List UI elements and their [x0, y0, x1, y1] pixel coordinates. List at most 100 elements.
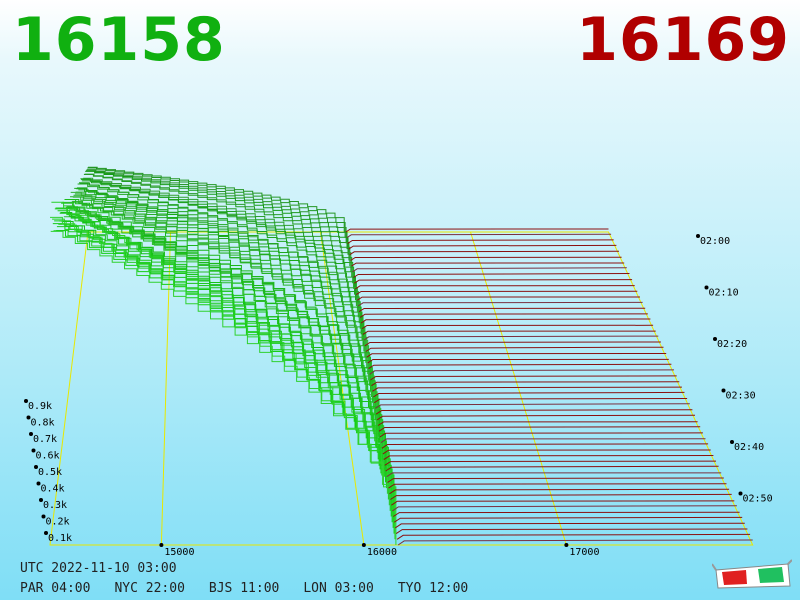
ask-slice-22 — [376, 414, 696, 421]
y-tick-label-2: 0.3k — [43, 500, 67, 511]
ask-slice-43 — [356, 296, 641, 301]
y-tick-mark-1 — [41, 514, 46, 519]
bid-slice-36 — [74, 193, 363, 341]
ask-slice-29 — [370, 375, 677, 381]
time-tick-label-5: 02:50 — [743, 494, 773, 505]
bid-slice-42 — [79, 182, 357, 306]
ask-slice-38 — [361, 324, 654, 330]
bid-slice-18 — [62, 201, 380, 443]
y-tick-mark-5 — [31, 448, 36, 453]
bid-slice-27 — [68, 207, 371, 392]
3d-glasses-icon[interactable] — [712, 556, 792, 596]
y-tick-mark-6 — [29, 432, 33, 436]
world-clock-1: NYC 22:00 — [114, 581, 185, 596]
y-tick-mark-2 — [39, 498, 43, 502]
ask-slice-10 — [388, 483, 727, 489]
ask-slice-48 — [352, 267, 627, 273]
ask-series — [345, 228, 753, 546]
ask-slice-39 — [360, 318, 651, 324]
bid-slice-16 — [61, 202, 382, 454]
bid-slice-47 — [82, 179, 353, 278]
ask-slice-51 — [349, 250, 620, 256]
bid-slice-48 — [83, 177, 352, 272]
bid-slice-3 — [52, 218, 394, 528]
ask-slice-4 — [394, 516, 743, 523]
time-tick-label-4: 02:40 — [734, 442, 764, 453]
bid-slice-49 — [83, 174, 351, 267]
x-tick-mark-0 — [159, 543, 164, 547]
bid-slice-51 — [85, 170, 349, 255]
bid-slice-54 — [87, 167, 346, 238]
ask-slice-25 — [374, 398, 688, 404]
ask-slice-41 — [358, 307, 646, 313]
chart-labels: 15000 16000 17000 0.1k 0.2k 0.3k 0.4k 0.5k 0.6k 0… — [24, 234, 773, 558]
y-tick-mark-8 — [24, 399, 28, 403]
y-tick-label-6: 0.7k — [33, 434, 57, 445]
y-tick-mark-7 — [26, 415, 31, 420]
ask-slice-9 — [389, 488, 730, 495]
ask-slice-32 — [367, 358, 669, 364]
ask-slice-14 — [384, 460, 717, 466]
ask-slice-18 — [380, 438, 706, 444]
y-tick-label-8: 0.9k — [28, 401, 52, 412]
ask-price: 16169 — [576, 5, 790, 75]
ask-slice-36 — [363, 335, 659, 341]
ask-slice-19 — [379, 432, 703, 438]
ask-slice-55 — [345, 228, 609, 233]
chart-floor-frame — [49, 231, 754, 546]
y-tick-label-5: 0.6k — [36, 451, 60, 462]
bid-slice-53 — [86, 169, 347, 244]
bid-slice-41 — [78, 189, 358, 312]
bid-slice-29 — [70, 196, 370, 380]
ask-slice-0 — [397, 539, 753, 546]
ask-slice-45 — [355, 285, 635, 290]
world-clock-0: PAR 04:00 — [20, 581, 91, 596]
ask-slice-24 — [375, 403, 690, 409]
time-tick-mark-4 — [730, 440, 734, 444]
world-clocks: PAR 04:00 NYC 22:00 BJS 11:00 LON 03:00 TYO … — [20, 581, 492, 596]
x-tick-mark-2 — [564, 543, 569, 547]
ask-slice-16 — [382, 449, 711, 455]
chart-grid — [49, 231, 754, 546]
ask-slice-17 — [381, 443, 709, 449]
ask-slice-27 — [372, 386, 682, 392]
ask-slice-47 — [353, 273, 630, 278]
ask-slice-20 — [378, 426, 701, 432]
world-clock-2: BJS 11:00 — [208, 581, 280, 596]
world-clock-4: TYO 12:00 — [397, 581, 469, 596]
y-tick-label-4: 0.5k — [38, 467, 62, 478]
ask-slice-2 — [395, 528, 748, 535]
ask-slice-37 — [362, 330, 656, 335]
bid-slice-0 — [50, 216, 397, 545]
y-tick-label-3: 0.4k — [41, 484, 65, 495]
bid-slice-30 — [70, 191, 369, 375]
bid-slice-12 — [58, 223, 386, 477]
time-tick-label-1: 02:10 — [709, 288, 739, 299]
ask-slice-8 — [390, 493, 732, 500]
bid-slice-21 — [64, 199, 377, 426]
bid-slice-40 — [77, 183, 359, 318]
x-gridline-2 — [470, 231, 567, 546]
utc-time: UTC 2022-11-10 03:00 — [20, 561, 177, 576]
bid-slice-35 — [74, 187, 364, 346]
bid-slice-44 — [80, 178, 355, 295]
ask-slice-28 — [371, 381, 680, 387]
ask-slice-53 — [347, 239, 614, 244]
x-tick-mark-1 — [361, 543, 366, 547]
bid-price: 16158 — [12, 5, 226, 75]
ask-slice-23 — [375, 409, 693, 415]
ask-slice-26 — [373, 391, 685, 398]
bid-slice-38 — [76, 188, 361, 329]
bid-slice-55 — [88, 166, 345, 232]
x-tick-label-0: 15000 — [164, 547, 194, 558]
ask-slice-1 — [396, 533, 751, 540]
bid-slice-26 — [68, 199, 372, 397]
ask-slice-3 — [394, 522, 745, 529]
time-tick-label-0: 02:00 — [700, 236, 730, 247]
ask-slice-30 — [369, 369, 675, 375]
bid-slice-37 — [75, 191, 362, 335]
y-tick-label-1: 0.2k — [46, 517, 70, 528]
ask-slice-49 — [351, 262, 625, 267]
ask-slice-15 — [383, 455, 714, 461]
ask-slice-50 — [350, 256, 622, 261]
